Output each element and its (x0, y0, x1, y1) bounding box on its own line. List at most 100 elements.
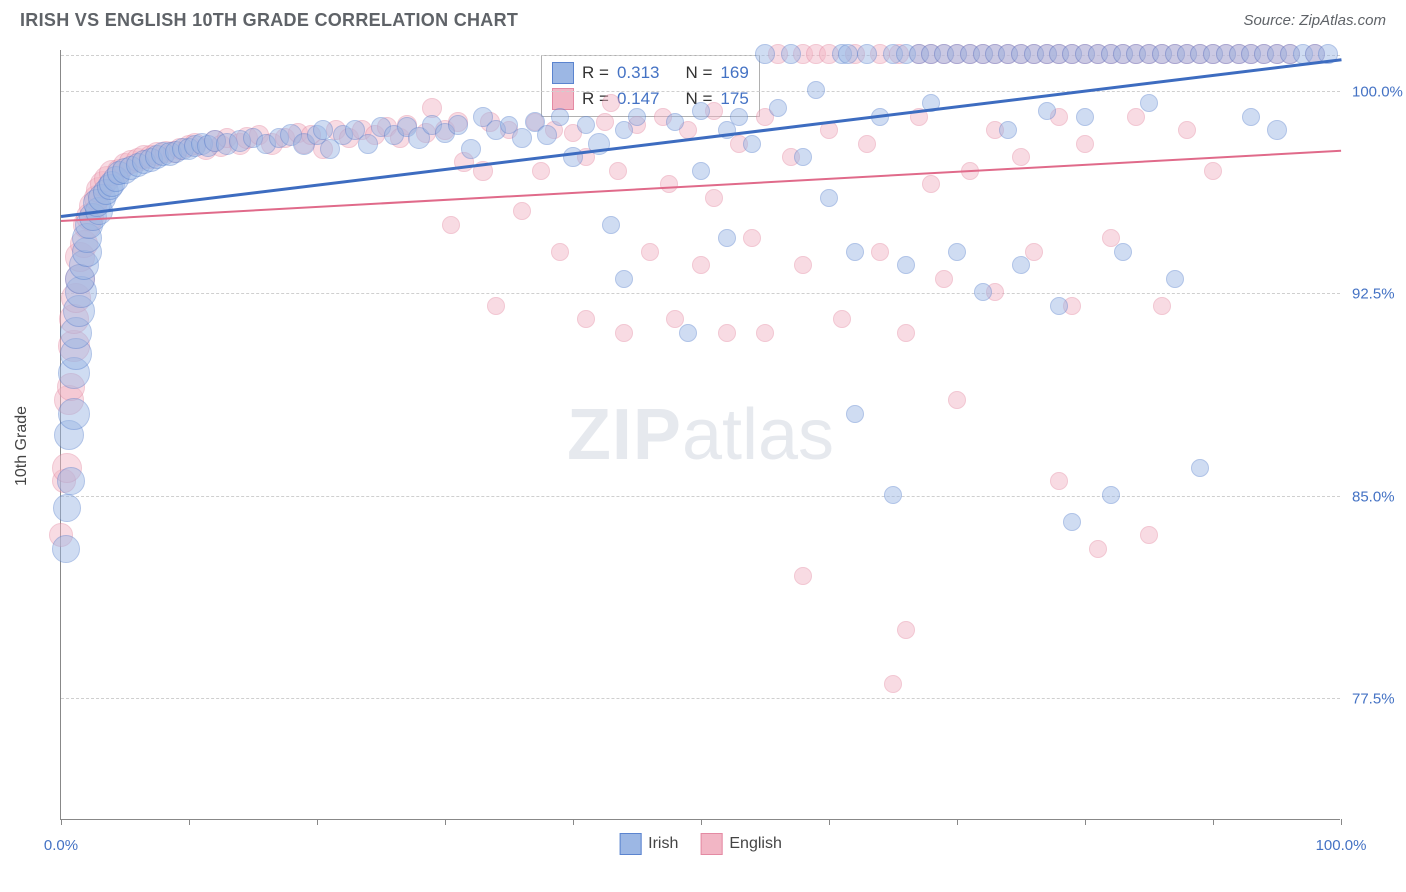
x-tick (1341, 819, 1342, 825)
data-point-english (1178, 121, 1196, 139)
data-point-irish (999, 121, 1017, 139)
data-point-english (609, 162, 627, 180)
data-point-irish (1076, 108, 1094, 126)
data-point-irish (1050, 297, 1068, 315)
gridline-h: 85.0% (61, 496, 1340, 497)
data-point-irish (537, 125, 557, 145)
data-point-english (897, 324, 915, 342)
data-point-irish (1166, 270, 1184, 288)
data-point-irish (948, 243, 966, 261)
x-tick (573, 819, 574, 825)
data-point-english (641, 243, 659, 261)
data-point-english (794, 256, 812, 274)
bottom-legend-item-english: English (700, 833, 781, 855)
data-point-irish (1038, 102, 1056, 120)
data-point-irish (1140, 94, 1158, 112)
source-label: Source: ZipAtlas.com (1243, 12, 1386, 29)
legend-swatch-irish (552, 62, 574, 84)
legend-swatch-irish (619, 833, 641, 855)
y-tick-label: 77.5% (1352, 691, 1395, 708)
gridline-h: 100.0% (61, 91, 1340, 92)
data-point-english (532, 162, 550, 180)
watermark: ZIPatlas (567, 394, 834, 476)
x-tick (61, 819, 62, 825)
legend-n-value: 169 (720, 63, 748, 83)
data-point-irish (563, 147, 583, 167)
data-point-irish (1063, 513, 1081, 531)
legend-label: Irish (648, 835, 678, 853)
data-point-irish (1114, 243, 1132, 261)
data-point-english (718, 324, 736, 342)
x-tick (317, 819, 318, 825)
data-point-irish (730, 108, 748, 126)
data-point-english (922, 175, 940, 193)
data-point-irish (461, 139, 481, 159)
data-point-irish (53, 494, 81, 522)
y-tick-label: 85.0% (1352, 488, 1395, 505)
data-point-english (1012, 148, 1030, 166)
data-point-english (596, 113, 614, 131)
data-point-english (743, 229, 761, 247)
data-point-irish (628, 108, 646, 126)
data-point-irish (313, 120, 333, 140)
data-point-english (577, 310, 595, 328)
data-point-english (551, 243, 569, 261)
data-point-irish (666, 113, 684, 131)
x-tick (701, 819, 702, 825)
data-point-english (858, 135, 876, 153)
data-point-irish (577, 116, 595, 134)
x-tick (445, 819, 446, 825)
y-axis-label: 10th Grade (13, 406, 31, 486)
data-point-english (756, 324, 774, 342)
data-point-english (871, 243, 889, 261)
data-point-english (948, 391, 966, 409)
data-point-irish (884, 486, 902, 504)
data-point-irish (1191, 459, 1209, 477)
data-point-irish (602, 216, 620, 234)
data-point-irish (974, 283, 992, 301)
plot-area: ZIPatlas R =0.313N =169R =0.147N =175 Ir… (60, 50, 1340, 820)
data-point-english (615, 324, 633, 342)
data-point-english (513, 202, 531, 220)
legend-r-value: 0.313 (617, 63, 660, 83)
data-point-irish (846, 243, 864, 261)
data-point-irish (679, 324, 697, 342)
data-point-english (660, 175, 678, 193)
data-point-english (794, 567, 812, 585)
gridline-h: 77.5% (61, 698, 1340, 699)
data-point-english (1140, 526, 1158, 544)
data-point-irish (769, 99, 787, 117)
data-point-irish (755, 44, 775, 64)
legend-label: English (729, 835, 781, 853)
data-point-irish (57, 467, 85, 495)
data-point-irish (820, 189, 838, 207)
data-point-irish (52, 535, 80, 563)
data-point-irish (692, 162, 710, 180)
data-point-irish (846, 405, 864, 423)
data-point-irish (897, 256, 915, 274)
legend-swatch-english (700, 833, 722, 855)
data-point-english (833, 310, 851, 328)
series-legend: Irish English (619, 833, 782, 855)
data-point-irish (807, 81, 825, 99)
x-tick (957, 819, 958, 825)
legend-r-value: 0.147 (617, 89, 660, 109)
data-point-irish (838, 44, 858, 64)
legend-n-label: N = (685, 63, 712, 83)
data-point-irish (1242, 108, 1260, 126)
bottom-legend-item-irish: Irish (619, 833, 678, 855)
data-point-irish (1267, 120, 1287, 140)
legend-row-irish: R =0.313N =169 (552, 60, 749, 86)
data-point-irish (1102, 486, 1120, 504)
legend-n-value: 175 (720, 89, 748, 109)
data-point-irish (615, 121, 633, 139)
data-point-irish (743, 135, 761, 153)
stats-legend-box: R =0.313N =169R =0.147N =175 (541, 55, 760, 117)
y-tick-label: 92.5% (1352, 286, 1395, 303)
data-point-english (705, 189, 723, 207)
data-point-english (1204, 162, 1222, 180)
data-point-irish (1012, 256, 1030, 274)
x-tick (1213, 819, 1214, 825)
data-point-irish (794, 148, 812, 166)
chart-title: IRISH VS ENGLISH 10TH GRADE CORRELATION … (20, 10, 518, 31)
